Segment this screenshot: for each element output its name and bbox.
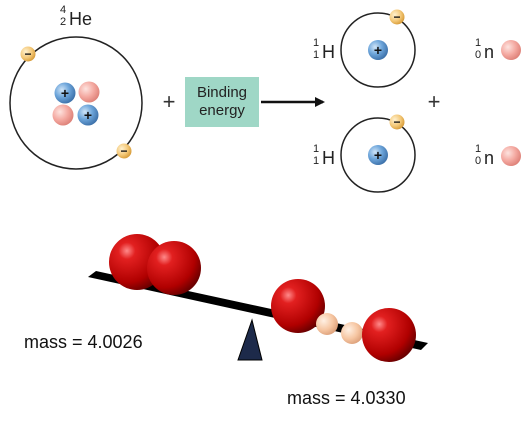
helium-neutron-top bbox=[78, 81, 100, 103]
hydrogen-top-electron bbox=[389, 9, 405, 25]
helium-electron-right bbox=[116, 143, 132, 159]
neutron-bottom-symbol: n bbox=[484, 148, 495, 168]
hydrogen-atom-bottom: + − bbox=[340, 114, 416, 193]
hydrogen-top-proton-sign: + bbox=[374, 42, 382, 58]
left-mass-label: mass = 4.0026 bbox=[24, 332, 143, 352]
neutron-bottom-label: 1 0 n bbox=[475, 143, 503, 169]
helium-proton-bottom bbox=[77, 104, 99, 126]
helium-electron-right-sign: − bbox=[120, 144, 127, 158]
helium-electron-left-sign: − bbox=[24, 47, 31, 61]
mass-balance bbox=[88, 234, 428, 362]
neutron-bottom-atomic-number: 0 bbox=[475, 155, 482, 167]
helium-proton-bottom-sign: + bbox=[84, 107, 92, 123]
binding-energy-box: Binding energy bbox=[185, 77, 259, 127]
neutron-bottom bbox=[501, 146, 521, 166]
hydrogen-top-proton bbox=[368, 40, 388, 60]
hydrogen-bottom-proton bbox=[368, 145, 388, 165]
hydrogen-bottom-mass-number: 1 bbox=[313, 143, 320, 155]
neutron-top-symbol: n bbox=[484, 42, 495, 62]
helium-symbol: He bbox=[69, 9, 93, 29]
hydrogen-bottom-electron bbox=[389, 114, 405, 130]
helium-atom: + + − − bbox=[9, 36, 143, 170]
hydrogen-bottom-label: 1 1 H bbox=[313, 143, 343, 169]
red-sphere-right-2 bbox=[362, 308, 416, 362]
plus-sign-right: + bbox=[428, 89, 441, 114]
hydrogen-atom-top: + − bbox=[340, 9, 416, 88]
hydrogen-bottom-symbol: H bbox=[322, 148, 335, 168]
hydrogen-top-atomic-number: 1 bbox=[313, 49, 320, 61]
helium-proton-top-sign: + bbox=[61, 85, 69, 101]
neutron-bottom-mass-number: 1 bbox=[475, 143, 482, 155]
right-mass-label: mass = 4.0330 bbox=[287, 388, 406, 408]
balance-fulcrum bbox=[237, 318, 263, 361]
helium-label: 4 2 He bbox=[60, 4, 100, 30]
binding-energy-line2: energy bbox=[199, 102, 245, 119]
small-sphere-2 bbox=[341, 322, 363, 344]
plus-sign-left: + bbox=[163, 89, 176, 114]
small-sphere-1 bbox=[316, 313, 338, 335]
neutron-top-atomic-number: 0 bbox=[475, 49, 482, 61]
neutron-top-label: 1 0 n bbox=[475, 37, 503, 63]
hydrogen-bottom-electron-sign: − bbox=[393, 115, 400, 129]
hydrogen-bottom-proton-sign: + bbox=[374, 147, 382, 163]
red-sphere-right-1 bbox=[271, 279, 325, 333]
neutron-top-mass-number: 1 bbox=[475, 37, 482, 49]
helium-orbit bbox=[9, 36, 143, 170]
helium-atomic-number: 2 bbox=[60, 16, 67, 28]
red-sphere-left-2 bbox=[147, 241, 201, 295]
hydrogen-top-mass-number: 1 bbox=[313, 37, 320, 49]
neutron-top bbox=[501, 40, 521, 60]
hydrogen-top-electron-sign: − bbox=[393, 10, 400, 24]
hydrogen-top-orbit bbox=[340, 12, 416, 88]
helium-neutron-bottom bbox=[52, 104, 74, 126]
hydrogen-bottom-orbit bbox=[340, 117, 416, 193]
helium-electron-left bbox=[20, 46, 36, 62]
helium-mass-number: 4 bbox=[60, 4, 67, 16]
hydrogen-top-symbol: H bbox=[322, 42, 335, 62]
binding-energy-line1: Binding bbox=[196, 84, 248, 101]
helium-proton-top bbox=[54, 82, 76, 104]
hydrogen-bottom-atomic-number: 1 bbox=[313, 155, 320, 167]
hydrogen-top-label: 1 1 H bbox=[313, 37, 343, 63]
